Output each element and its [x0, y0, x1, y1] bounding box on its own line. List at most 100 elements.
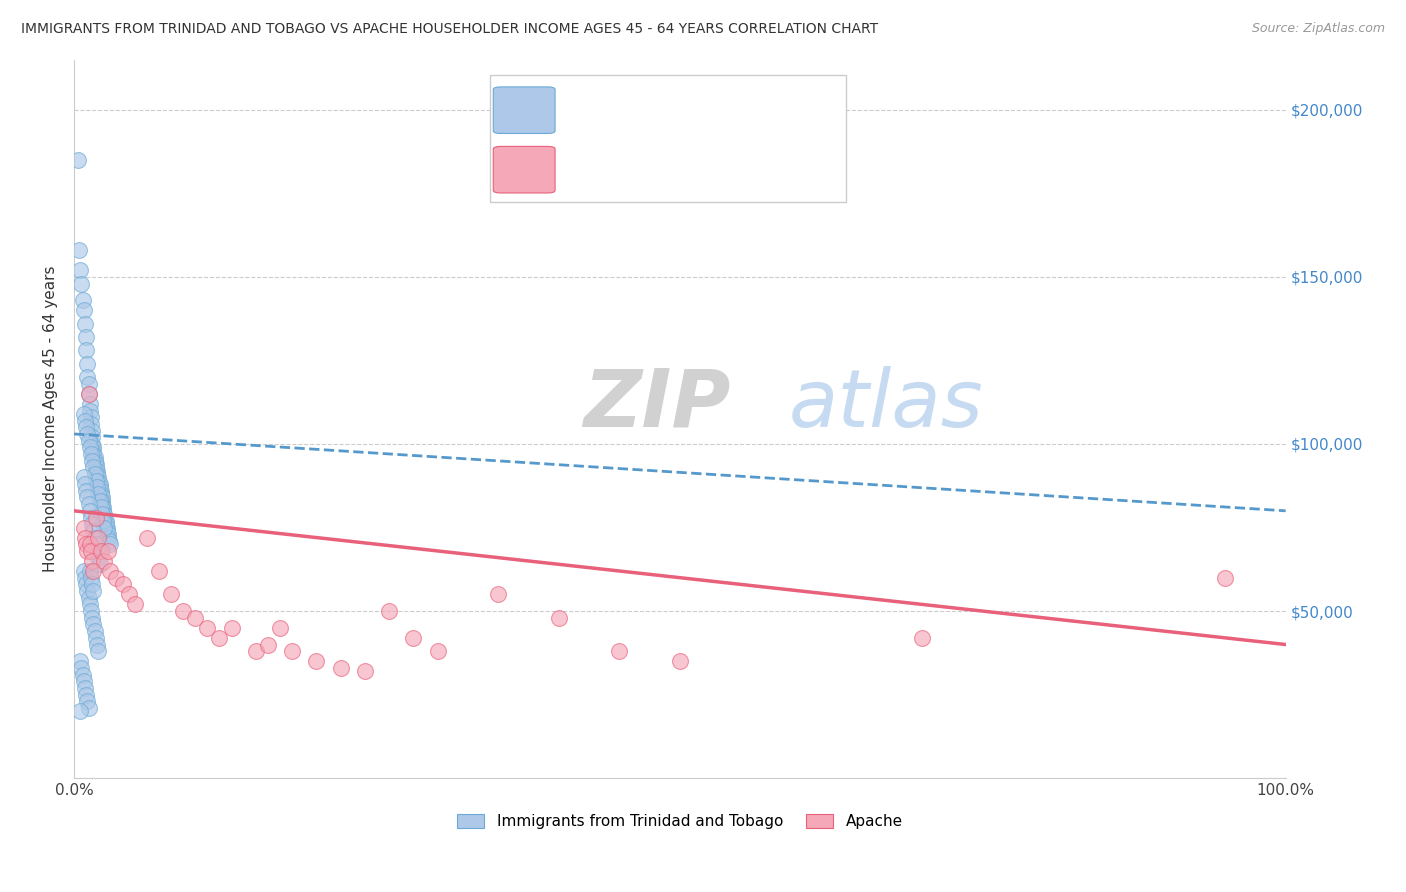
Point — [76, 491, 98, 505]
Point — [90, 544, 112, 558]
Point — [93, 507, 115, 521]
Point — [72, 293, 94, 308]
Point — [91, 493, 114, 508]
Point — [75, 343, 97, 358]
Point — [208, 631, 231, 645]
Point — [86, 544, 108, 558]
Point — [83, 453, 105, 467]
Point — [257, 638, 280, 652]
Point — [76, 584, 98, 599]
Point — [281, 644, 304, 658]
Point — [426, 644, 449, 658]
Point — [66, 153, 89, 167]
Point — [79, 440, 101, 454]
Point — [124, 598, 146, 612]
Point — [82, 584, 104, 599]
Point — [75, 330, 97, 344]
Point — [67, 243, 90, 257]
Point — [73, 674, 96, 689]
Point — [83, 450, 105, 465]
Point — [76, 370, 98, 384]
Point — [100, 537, 122, 551]
Point — [69, 263, 91, 277]
Point — [486, 587, 509, 601]
Point — [111, 577, 134, 591]
Point — [83, 467, 105, 481]
Point — [91, 507, 114, 521]
Point — [75, 537, 97, 551]
Point — [305, 654, 328, 668]
Point — [86, 480, 108, 494]
Point — [91, 504, 114, 518]
Point — [73, 407, 96, 421]
Point — [80, 544, 103, 558]
Text: Source: ZipAtlas.com: Source: ZipAtlas.com — [1251, 22, 1385, 36]
Point — [77, 387, 100, 401]
Point — [77, 497, 100, 511]
Text: ZIP: ZIP — [583, 366, 730, 443]
Point — [82, 564, 104, 578]
Point — [79, 537, 101, 551]
Point — [105, 571, 128, 585]
Point — [79, 504, 101, 518]
Point — [75, 577, 97, 591]
Point — [269, 621, 291, 635]
Point — [79, 564, 101, 578]
Point — [79, 397, 101, 411]
Point — [87, 550, 110, 565]
Point — [547, 611, 569, 625]
Point — [77, 434, 100, 448]
Point — [89, 558, 111, 572]
Point — [75, 420, 97, 434]
Point — [82, 611, 104, 625]
Point — [72, 667, 94, 681]
Point — [87, 487, 110, 501]
Text: IMMIGRANTS FROM TRINIDAD AND TOBAGO VS APACHE HOUSEHOLDER INCOME AGES 45 - 64 YE: IMMIGRANTS FROM TRINIDAD AND TOBAGO VS A… — [21, 22, 879, 37]
Point — [70, 661, 93, 675]
Point — [73, 414, 96, 428]
Point — [80, 510, 103, 524]
Point — [94, 517, 117, 532]
Point — [80, 417, 103, 431]
Point — [245, 644, 267, 658]
Point — [73, 681, 96, 695]
Point — [89, 477, 111, 491]
Point — [77, 701, 100, 715]
Point — [1213, 571, 1236, 585]
Point — [76, 426, 98, 441]
Point — [73, 477, 96, 491]
Point — [84, 474, 107, 488]
Point — [86, 638, 108, 652]
Point — [100, 564, 122, 578]
Point — [80, 604, 103, 618]
Point — [82, 453, 104, 467]
Point — [91, 500, 114, 515]
Point — [82, 440, 104, 454]
Point — [97, 531, 120, 545]
Point — [73, 571, 96, 585]
Point — [84, 457, 107, 471]
Point — [73, 317, 96, 331]
Point — [82, 430, 104, 444]
Point — [83, 624, 105, 639]
Point — [96, 520, 118, 534]
Point — [87, 470, 110, 484]
Point — [82, 460, 104, 475]
Point — [89, 480, 111, 494]
Point — [91, 497, 114, 511]
Point — [73, 520, 96, 534]
Point — [82, 424, 104, 438]
Point — [354, 665, 377, 679]
Point — [402, 631, 425, 645]
Point — [82, 617, 104, 632]
Point — [98, 533, 121, 548]
Point — [86, 467, 108, 481]
Point — [96, 524, 118, 538]
Point — [73, 303, 96, 318]
Point — [89, 493, 111, 508]
Point — [93, 520, 115, 534]
Point — [87, 644, 110, 658]
Legend: Immigrants from Trinidad and Tobago, Apache: Immigrants from Trinidad and Tobago, Apa… — [451, 808, 908, 835]
Point — [82, 447, 104, 461]
Point — [82, 554, 104, 568]
